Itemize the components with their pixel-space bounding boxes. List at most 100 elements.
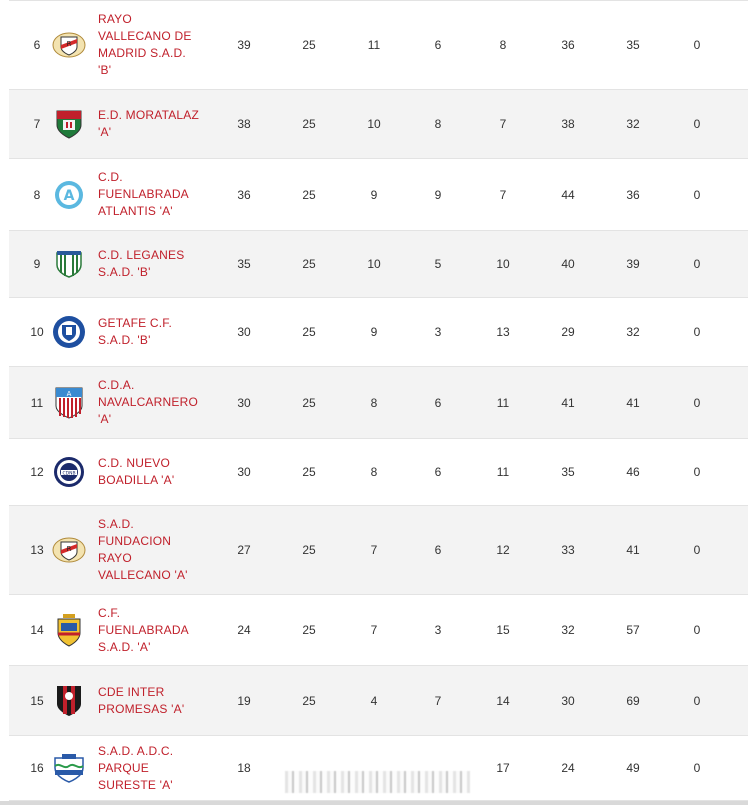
won-cell: 4 [370, 693, 378, 708]
rayo-crest-icon[interactable]: R [51, 506, 87, 594]
points-cell: 30 [237, 395, 251, 410]
team-name-line: VALLECANO 'A' [98, 568, 188, 582]
points-cell: 27 [237, 543, 251, 557]
team-name-line: BOADILLA 'A' [98, 473, 175, 487]
svg-text:R: R [67, 545, 72, 553]
position-cell: 12 [30, 465, 44, 479]
team-name-line: PROMESAS 'A' [98, 701, 185, 716]
svg-text:A: A [67, 390, 72, 398]
won-cell: 8 [370, 465, 378, 479]
standings-table: 6 R RAYO VALLECANO DE MADRID S.A.D. 'B' 39 25 11… [9, 0, 748, 801]
drawn-cell: 3 [434, 623, 442, 637]
played-cell: 25 [302, 325, 316, 339]
sanctions-cell: 0 [693, 465, 701, 479]
position-cell: 13 [30, 543, 44, 557]
team-name-line: FUENLABRADA [98, 187, 189, 201]
team-name-link[interactable]: S.A.D. A.D.C. PARQUE SURESTE 'A' [98, 736, 206, 800]
lost-cell: 12 [496, 543, 510, 557]
position-cell: 15 [30, 693, 44, 708]
goals-for-cell: 38 [561, 117, 575, 131]
sanctions-cell: 0 [693, 761, 701, 775]
goals-against-cell: 57 [626, 623, 640, 637]
team-name-line: S.A.D. 'B' [98, 333, 151, 347]
inter-promesas-crest-icon[interactable] [51, 666, 87, 735]
drawn-cell: 3 [434, 325, 442, 339]
lost-cell: 17 [496, 761, 510, 775]
points-cell: 24 [237, 623, 251, 637]
rayo-crest-icon[interactable]: R [51, 1, 87, 89]
table-row: 11 A C.D.A. NAVALCARNERO 'A' 30 25 8 6 11 41 41 0 [9, 367, 748, 439]
goals-for-cell: 29 [561, 325, 575, 339]
atlantis-crest-icon[interactable]: A [51, 159, 87, 230]
table-row: 14 C.F. FUENLABRADA S.A.D. 'A' 24 25 7 3 15 32 57 0 [9, 595, 748, 666]
position-cell: 11 [30, 395, 44, 410]
team-name-line: FUNDACION [98, 534, 172, 548]
played-cell: 25 [302, 38, 316, 52]
fuenlabrada-crest-icon[interactable] [51, 595, 87, 665]
team-name-link[interactable]: C.D.A. NAVALCARNERO 'A' [98, 367, 206, 438]
goals-for-cell: 40 [561, 257, 575, 271]
team-name-link[interactable]: RAYO VALLECANO DE MADRID S.A.D. 'B' [98, 1, 206, 89]
table-row: 6 R RAYO VALLECANO DE MADRID S.A.D. 'B' 39 25 11… [9, 1, 748, 90]
goals-for-cell: 32 [561, 623, 575, 637]
table-row: 10 GETAFE C.F. S.A.D. 'B' 30 25 9 3 13 29 32 0 [9, 298, 748, 367]
drawn-cell: 6 [434, 38, 442, 52]
team-name-link[interactable]: C.F. FUENLABRADA S.A.D. 'A' [98, 595, 206, 665]
points-cell: 30 [237, 325, 251, 339]
team-name-line: SURESTE 'A' [98, 777, 173, 792]
svg-text:CDNB: CDNB [62, 471, 75, 477]
team-name-link[interactable]: C.D. LEGANES S.A.D. 'B' [98, 231, 206, 297]
goals-against-cell: 35 [626, 38, 640, 52]
table-row: 8 A C.D. FUENLABRADA ATLANTIS 'A' 36 25 9 9 7 44 36… [9, 159, 748, 231]
lost-cell: 11 [496, 395, 510, 410]
team-name-link[interactable]: C.D. NUEVO BOADILLA 'A' [98, 439, 206, 505]
moratalaz-crest-icon[interactable] [51, 90, 87, 158]
goals-for-cell: 30 [561, 693, 575, 708]
goals-for-cell: 35 [561, 465, 575, 479]
played-cell: 25 [302, 543, 316, 557]
team-name-line: C.D. [98, 170, 123, 184]
won-cell: 8 [370, 395, 378, 410]
table-row: 7 E.D. MORATALAZ 'A' 38 25 10 8 7 38 32 0 [9, 90, 748, 159]
horizontal-scrollbar[interactable] [0, 801, 748, 805]
team-name-link[interactable]: CDE INTER PROMESAS 'A' [98, 666, 206, 735]
navalcarnero-crest-icon[interactable]: A [51, 367, 87, 438]
goals-against-cell: 32 [626, 325, 640, 339]
lost-cell: 7 [499, 117, 507, 131]
lost-cell: 10 [496, 257, 510, 271]
table-row: 9 C.D. LEGANES S.A.D. 'B' 35 25 10 5 10 40 39 0 [9, 231, 748, 298]
team-name-line: CDE INTER [98, 684, 165, 699]
won-cell: 7 [370, 543, 378, 557]
boadilla-crest-icon[interactable]: CDNB [51, 439, 87, 505]
team-name-link[interactable]: E.D. MORATALAZ 'A' [98, 90, 206, 158]
sanctions-cell: 0 [693, 395, 701, 410]
goals-against-cell: 69 [626, 693, 640, 708]
lost-cell: 8 [499, 38, 507, 52]
team-name-line: C.F. [98, 605, 121, 620]
team-name-line: FUENLABRADA [98, 622, 189, 637]
team-name-line: S.A.D. 'A' [98, 639, 151, 654]
position-cell: 14 [30, 623, 44, 637]
team-name-link[interactable]: C.D. FUENLABRADA ATLANTIS 'A' [98, 159, 206, 230]
team-name-line: MADRID S.A.D. [98, 46, 186, 60]
getafe-crest-icon[interactable] [51, 298, 87, 366]
parque-sureste-crest-icon[interactable] [51, 736, 87, 800]
position-cell: 6 [33, 38, 41, 52]
sanctions-cell: 0 [693, 543, 701, 557]
team-name-link[interactable]: S.A.D. FUNDACION RAYO VALLECANO 'A' [98, 506, 206, 594]
sanctions-cell: 0 [693, 187, 701, 202]
points-cell: 18 [237, 761, 251, 775]
team-name-line: C.D. LEGANES [98, 248, 185, 262]
team-name-line: VALLECANO DE [98, 29, 192, 43]
team-name-link[interactable]: GETAFE C.F. S.A.D. 'B' [98, 298, 206, 366]
position-cell: 16 [30, 761, 44, 775]
table-row: 15 CDE INTER PROMESAS 'A' 19 25 4 7 14 30 69 0 [9, 666, 748, 736]
leganes-crest-icon[interactable] [51, 231, 87, 297]
team-name-line: 'A' [98, 412, 112, 426]
drawn-cell: 8 [434, 117, 442, 131]
table-row: 16 S.A.D. A.D.C. PARQUE SURESTE 'A' 18 17 24 49… [9, 736, 748, 801]
won-cell: 10 [367, 257, 381, 271]
sanctions-cell: 0 [693, 38, 701, 52]
team-name-line: RAYO [98, 12, 132, 26]
won-cell: 11 [367, 38, 381, 52]
